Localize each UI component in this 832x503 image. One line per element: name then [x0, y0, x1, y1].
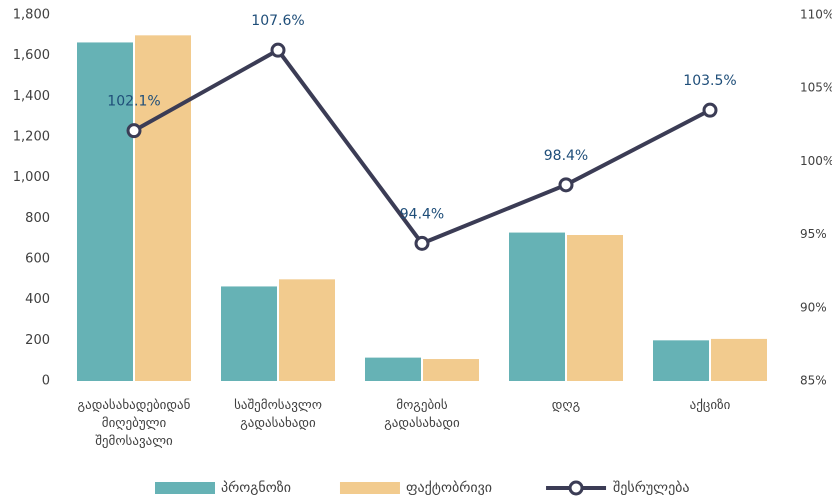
- y-tick-label: 0: [42, 374, 50, 389]
- x-tick-label: მოგების გადასახადი: [384, 398, 460, 431]
- x-tick-label: საშემოსავლო გადასახადი: [234, 398, 322, 431]
- line-marker: [126, 123, 142, 139]
- legend-swatch: [339, 482, 400, 494]
- data-label: 94.4%: [400, 206, 444, 222]
- line-marker: [414, 235, 430, 251]
- y-tick-label: 600: [25, 252, 50, 267]
- bar: [653, 340, 709, 381]
- bar: [279, 279, 335, 381]
- y-tick-label: 1,600: [13, 48, 50, 63]
- y2-tick-label: 85%: [800, 374, 827, 388]
- data-label: 107.6%: [251, 13, 304, 29]
- y2-tick-label: 110%: [800, 8, 832, 22]
- data-label: 103.5%: [683, 73, 736, 89]
- bar: [135, 35, 191, 381]
- bar: [711, 338, 767, 381]
- y2-tick-label: 100%: [800, 154, 832, 168]
- line-marker: [558, 177, 574, 193]
- line-marker: [702, 102, 718, 118]
- y-tick-label: 200: [25, 333, 50, 348]
- y-tick-label: 400: [25, 292, 50, 307]
- y-tick-label: 1,200: [13, 130, 50, 145]
- y-tick-label: 1,000: [13, 170, 50, 185]
- bar: [509, 232, 565, 381]
- y2-tick-label: 105%: [800, 81, 832, 95]
- legend-swatch: [155, 482, 215, 494]
- bar: [423, 359, 479, 381]
- y2-tick-label: 95%: [800, 227, 827, 241]
- y-tick-label: 1,800: [13, 8, 50, 23]
- x-tick-label: დღგ: [552, 398, 580, 413]
- y-tick-label: 1,400: [13, 89, 50, 104]
- y-tick-label: 800: [25, 211, 50, 226]
- bar: [77, 42, 133, 381]
- data-label: 98.4%: [544, 148, 588, 164]
- bar: [221, 286, 277, 381]
- legend-label: პროგნოზი: [221, 479, 291, 496]
- legend-label: შესრულება: [613, 479, 690, 496]
- x-tick-label: გადასახადებიდან მიღებული შემოსავალი: [78, 398, 191, 449]
- legend-label: ფაქტობრივი: [406, 479, 492, 496]
- y2-tick-label: 90%: [800, 300, 827, 314]
- x-tick-label: აქციზი: [690, 398, 731, 413]
- legend-marker: [568, 480, 584, 496]
- bar: [567, 235, 623, 381]
- bar: [365, 357, 421, 381]
- data-label: 102.1%: [107, 94, 160, 110]
- line-marker: [270, 42, 286, 58]
